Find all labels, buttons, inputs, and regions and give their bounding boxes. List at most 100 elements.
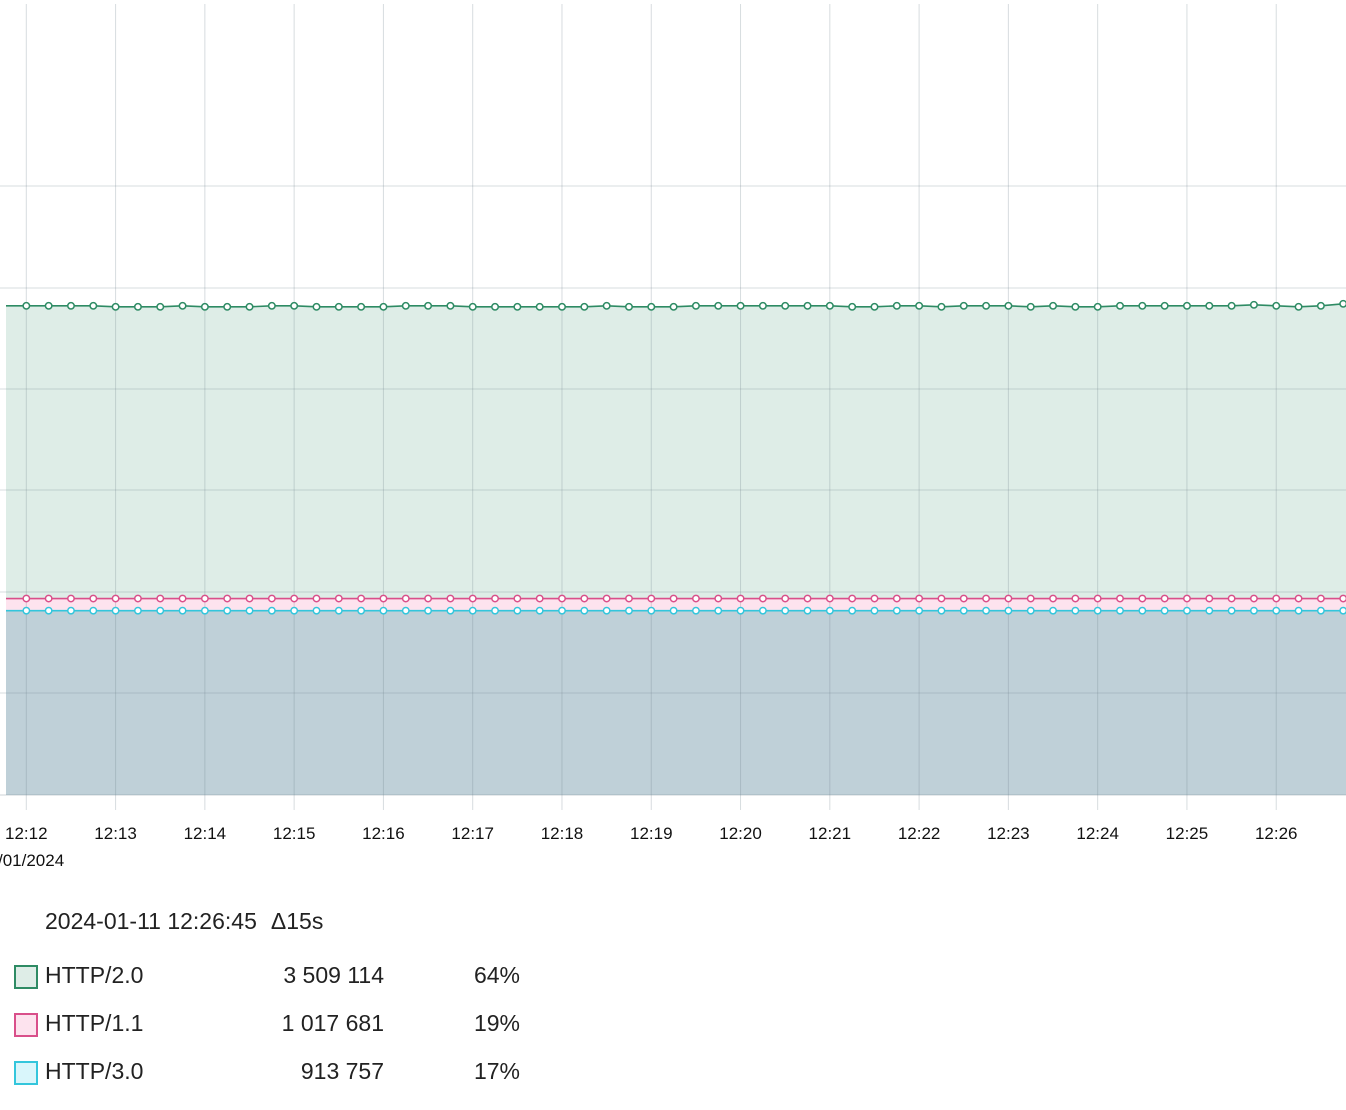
data-point-http30[interactable]	[825, 606, 834, 615]
data-point-http20[interactable]	[1071, 302, 1080, 311]
data-point-http11[interactable]	[1294, 594, 1303, 603]
data-point-http30[interactable]	[937, 606, 946, 615]
data-point-http30[interactable]	[513, 606, 522, 615]
data-point-http20[interactable]	[22, 301, 31, 310]
data-point-http30[interactable]	[334, 606, 343, 615]
data-point-http11[interactable]	[223, 594, 232, 603]
data-point-http11[interactable]	[803, 594, 812, 603]
data-point-http20[interactable]	[535, 302, 544, 311]
data-point-http30[interactable]	[625, 606, 633, 615]
data-point-http20[interactable]	[1004, 301, 1013, 310]
data-point-http11[interactable]	[669, 594, 678, 603]
data-point-http30[interactable]	[200, 606, 209, 615]
data-point-http11[interactable]	[44, 594, 53, 603]
data-point-http11[interactable]	[290, 594, 299, 603]
data-point-http11[interactable]	[781, 594, 790, 603]
data-point-http11[interactable]	[424, 594, 433, 603]
data-point-http30[interactable]	[1093, 606, 1102, 615]
data-point-http30[interactable]	[401, 606, 410, 615]
data-point-http20[interactable]	[1183, 301, 1191, 310]
data-point-http20[interactable]	[178, 301, 187, 310]
data-point-http20[interactable]	[89, 301, 98, 310]
data-point-http20[interactable]	[1227, 301, 1236, 310]
data-point-http20[interactable]	[267, 301, 276, 310]
data-point-http20[interactable]	[825, 301, 834, 310]
data-point-http30[interactable]	[89, 606, 98, 615]
data-point-http20[interactable]	[736, 301, 745, 310]
data-point-http20[interactable]	[1339, 299, 1346, 308]
data-point-http30[interactable]	[1205, 606, 1214, 615]
data-point-http20[interactable]	[892, 301, 901, 310]
data-point-http20[interactable]	[67, 301, 75, 310]
data-point-http11[interactable]	[1316, 594, 1325, 603]
data-point-http20[interactable]	[1049, 301, 1058, 310]
data-point-http11[interactable]	[848, 594, 857, 603]
data-point-http20[interactable]	[1316, 301, 1325, 310]
data-point-http11[interactable]	[1249, 594, 1258, 603]
data-point-http30[interactable]	[111, 606, 120, 615]
data-point-http20[interactable]	[714, 301, 723, 310]
data-point-http11[interactable]	[736, 594, 745, 603]
data-point-http30[interactable]	[491, 606, 500, 615]
data-point-http11[interactable]	[982, 594, 991, 603]
data-point-http30[interactable]	[1026, 606, 1035, 615]
data-point-http11[interactable]	[1227, 594, 1236, 603]
data-point-http20[interactable]	[379, 302, 388, 311]
data-point-http30[interactable]	[669, 606, 678, 615]
data-point-http30[interactable]	[1138, 606, 1147, 615]
data-point-http11[interactable]	[714, 594, 723, 603]
data-point-http30[interactable]	[691, 606, 700, 615]
data-point-http20[interactable]	[959, 301, 968, 310]
data-point-http30[interactable]	[245, 606, 254, 615]
data-point-http20[interactable]	[446, 301, 455, 310]
data-point-http11[interactable]	[1205, 594, 1214, 603]
data-point-http20[interactable]	[401, 301, 410, 310]
data-point-http20[interactable]	[334, 302, 343, 311]
data-point-http11[interactable]	[401, 594, 410, 603]
legend-row-http3[interactable]: HTTP/3.0 913 757 17%	[0, 1058, 560, 1088]
data-point-http11[interactable]	[1272, 594, 1281, 603]
data-point-http20[interactable]	[982, 301, 991, 310]
data-point-http30[interactable]	[468, 606, 477, 615]
data-point-http20[interactable]	[870, 302, 879, 311]
data-point-http11[interactable]	[267, 594, 276, 603]
data-point-http11[interactable]	[758, 594, 767, 603]
data-point-http11[interactable]	[312, 594, 321, 603]
data-point-http20[interactable]	[468, 302, 477, 311]
data-point-http30[interactable]	[803, 606, 812, 615]
data-point-http20[interactable]	[1116, 301, 1124, 310]
data-point-http30[interactable]	[982, 606, 991, 615]
data-point-http20[interactable]	[915, 301, 924, 310]
data-point-http30[interactable]	[223, 606, 232, 615]
data-point-http20[interactable]	[1093, 302, 1102, 311]
data-point-http20[interactable]	[647, 302, 656, 311]
data-point-http20[interactable]	[133, 302, 142, 311]
data-point-http11[interactable]	[625, 594, 633, 603]
data-point-http30[interactable]	[535, 606, 544, 615]
data-point-http11[interactable]	[245, 594, 254, 603]
data-point-http30[interactable]	[290, 606, 299, 615]
data-point-http20[interactable]	[1160, 301, 1169, 310]
data-point-http30[interactable]	[1272, 606, 1281, 615]
data-point-http30[interactable]	[446, 606, 455, 615]
data-point-http11[interactable]	[1049, 594, 1058, 603]
data-point-http30[interactable]	[22, 606, 31, 615]
legend-row-http2[interactable]: HTTP/2.0 3 509 114 64%	[0, 962, 560, 992]
data-point-http11[interactable]	[133, 594, 142, 603]
data-point-http20[interactable]	[803, 301, 812, 310]
data-point-http30[interactable]	[870, 606, 879, 615]
data-point-http30[interactable]	[424, 606, 433, 615]
data-point-http11[interactable]	[1183, 594, 1191, 603]
data-point-http11[interactable]	[468, 594, 477, 603]
data-point-http11[interactable]	[892, 594, 901, 603]
data-point-http30[interactable]	[133, 606, 142, 615]
data-point-http11[interactable]	[535, 594, 544, 603]
data-point-http11[interactable]	[513, 594, 522, 603]
data-point-http30[interactable]	[647, 606, 656, 615]
data-point-http20[interactable]	[245, 302, 254, 311]
data-point-http20[interactable]	[424, 301, 433, 310]
data-point-http30[interactable]	[758, 606, 767, 615]
data-point-http11[interactable]	[602, 594, 611, 603]
data-point-http11[interactable]	[937, 594, 946, 603]
data-point-http11[interactable]	[334, 594, 343, 603]
